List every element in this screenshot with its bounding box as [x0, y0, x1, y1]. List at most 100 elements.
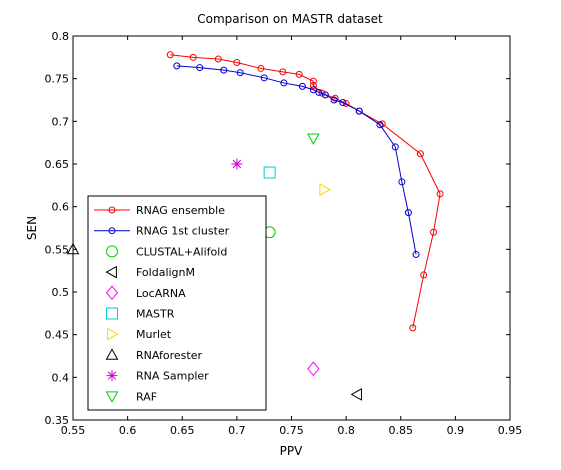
rnag-1st-cluster-point [315, 88, 323, 96]
x-tick-label: 0.9 [447, 424, 465, 437]
rnag-ensemble-point [430, 228, 438, 236]
rnag-1st-cluster-point [330, 96, 338, 104]
rnag-1st-cluster-point [309, 86, 317, 94]
legend-marker [108, 206, 116, 214]
x-tick-label: 0.55 [61, 424, 86, 437]
legend-marker [105, 391, 119, 403]
legend-marker [105, 265, 117, 279]
axis-ticks: 0.55 0.6 0.65 0.7 0.75 0.8 0.85 0.9 0.95 0.35 0.4 0… [45, 30, 523, 437]
mastr-marker [263, 166, 276, 179]
rnag-ensemble-point [166, 51, 174, 59]
series-locarna [307, 361, 320, 377]
legend-label: RNAforester [136, 349, 202, 362]
rnag-1st-cluster-point [280, 79, 288, 87]
rnag-ensemble-point [295, 70, 303, 78]
y-tick-label: 0.7 [52, 115, 70, 128]
rnag-ensemble-point [233, 58, 241, 66]
data-marks [66, 51, 444, 401]
legend-marker [106, 245, 118, 258]
legend-entry-raf: RAF [105, 390, 157, 403]
x-tick-label: 0.75 [279, 424, 304, 437]
rnag-ensemble-point [331, 94, 339, 102]
rnag-ensemble-point [309, 81, 317, 89]
rnag-1st-cluster-point [412, 250, 420, 258]
legend-marker [108, 227, 116, 235]
rnag-1st-cluster-point [220, 66, 228, 74]
legend-entry-rnaforester: RNAforester [105, 348, 202, 362]
rnag-1st-cluster-point [355, 107, 363, 115]
rnag-ensemble-point [409, 324, 417, 332]
x-tick-label: 0.6 [119, 424, 137, 437]
rnag-1st-cluster-point [398, 178, 406, 186]
x-tick-label: 0.85 [389, 424, 414, 437]
y-tick-label: 0.65 [45, 158, 70, 171]
y-tick-label: 0.55 [45, 243, 70, 256]
murlet-marker [319, 183, 331, 196]
legend-items: RNAG ensemble RNAG 1st cluster CLUSTAL+Ali… [94, 204, 230, 403]
legend-marker [105, 348, 119, 360]
rnag-1st-cluster-point [376, 121, 384, 129]
legend-entry-rnag-1st-cluster: RNAG 1st cluster [94, 225, 230, 238]
foldalignm-marker [350, 388, 362, 401]
legend-marker [105, 285, 119, 301]
rnag-ensemble-point [318, 89, 326, 97]
rna-sampler-marker [231, 158, 243, 170]
series-mastr [263, 166, 276, 179]
legend-entry-murlet: Murlet [107, 327, 172, 341]
y-tick-label: 0.6 [52, 201, 70, 214]
legend-entry-locarna: LocARNA [105, 285, 186, 301]
legend-label: Murlet [136, 328, 172, 341]
y-tick-label: 0.8 [52, 30, 70, 43]
rnag-1st-cluster-point [196, 64, 204, 72]
rnag-ensemble-point [214, 55, 222, 63]
rnag-1st-cluster-point [321, 91, 329, 99]
rnag-ensemble-point [279, 68, 287, 76]
legend-label: CLUSTAL+Alifold [136, 245, 227, 258]
legend-label: RNAG ensemble [136, 204, 225, 217]
rnag-ensemble-point [416, 150, 424, 158]
rnag-ensemble-point [420, 271, 428, 279]
legend-label: FoldalignM [136, 266, 195, 279]
legend-label: RAF [136, 390, 157, 403]
legend-box [87, 195, 267, 411]
rnaforester-marker [66, 242, 80, 255]
y-tick-label: 0.5 [52, 286, 70, 299]
series-raf [307, 133, 320, 145]
y-tick-label: 0.75 [45, 73, 70, 86]
y-tick-label: 0.35 [45, 414, 70, 427]
legend-label: LocARNA [136, 287, 186, 300]
rnag-ensemble-point [436, 190, 444, 198]
series-rna-sampler [231, 158, 243, 170]
series-rnag-1st-cluster [173, 62, 420, 258]
rnag-1st-cluster-point [298, 82, 306, 90]
series-foldalignm [350, 388, 362, 401]
rnag-1st-cluster-point [391, 143, 399, 151]
rnag-1st-cluster-point [260, 74, 268, 82]
rnag-ensemble-point [189, 53, 197, 61]
legend-entry-mastr: MASTR [106, 307, 175, 321]
rnag-1st-cluster-point [404, 209, 412, 217]
series-murlet [319, 183, 331, 196]
x-axis-label: PPV [280, 444, 303, 458]
y-tick-label: 0.4 [52, 371, 70, 384]
raf-marker [307, 133, 320, 145]
rnag-ensemble-point [257, 64, 265, 72]
legend-marker [107, 327, 119, 341]
x-tick-label: 0.95 [498, 424, 523, 437]
legend-entry-foldalignm: FoldalignM [105, 265, 195, 279]
rnag-ensemble-point [309, 77, 317, 85]
y-tick-label: 0.45 [45, 329, 70, 342]
rnag-1st-cluster-point [339, 99, 347, 107]
legend-entry-clustal-alifold: CLUSTAL+Alifold [106, 245, 227, 258]
rnag-1st-cluster-point [173, 62, 181, 70]
legend-entry-rna-sampler: RNA Sampler [106, 370, 209, 383]
x-tick-label: 0.7 [228, 424, 246, 437]
x-tick-label: 0.8 [337, 424, 355, 437]
legend-marker [106, 307, 118, 320]
x-tick-label: 0.65 [170, 424, 195, 437]
legend: RNAG ensemble RNAG 1st cluster CLUSTAL+Ali… [87, 195, 267, 411]
chart-title: Comparison on MASTR dataset [197, 12, 383, 26]
y-axis-label: SEN [25, 216, 39, 240]
legend-label: RNAG 1st cluster [136, 225, 230, 238]
